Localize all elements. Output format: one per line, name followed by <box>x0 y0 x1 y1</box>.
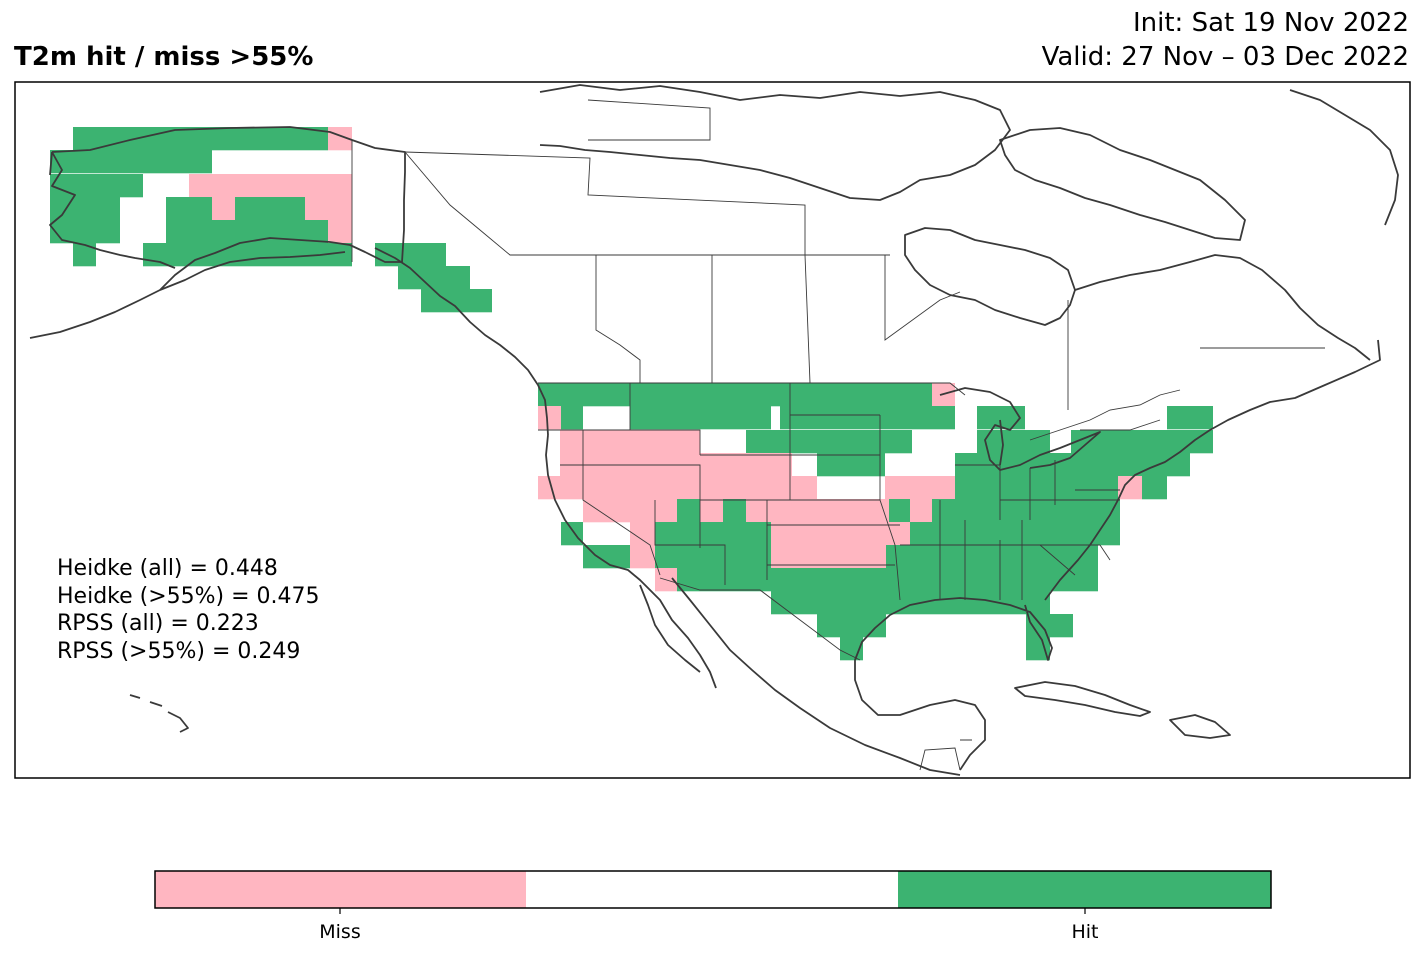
hit-cell <box>955 476 1118 500</box>
hispaniola <box>1169 714 1231 739</box>
skill-scores: Heidke (all) = 0.448 Heidke (>55%) = 0.4… <box>57 555 320 665</box>
miss-cell <box>700 453 792 477</box>
hit-cell <box>1142 476 1167 500</box>
gulf-coast <box>854 597 1053 771</box>
west-coast <box>545 434 717 689</box>
mexico-west-coast <box>671 577 961 776</box>
hit-cell <box>538 383 932 407</box>
alaska-coast <box>29 126 406 339</box>
cuba <box>1014 681 1151 717</box>
hit-cell <box>886 545 1098 569</box>
colorbar-hit-label: Hit <box>1071 921 1099 943</box>
pacific-northwest-coast <box>374 247 549 436</box>
baffin-island <box>999 127 1246 241</box>
hit-cell <box>677 499 700 523</box>
east-coast <box>1044 339 1381 601</box>
hit-cell <box>932 499 1120 523</box>
hit-cell <box>889 499 910 523</box>
greenland-coast <box>1289 89 1399 226</box>
hit-cell <box>655 522 771 546</box>
labrador-coast <box>1074 254 1371 361</box>
heidke-all: Heidke (all) = 0.448 <box>57 556 278 581</box>
miss-cell <box>932 476 955 500</box>
hit-cell <box>655 545 771 569</box>
rpss-all: RPSS (all) = 0.223 <box>57 611 259 636</box>
hawaii <box>129 694 189 733</box>
miss-cell <box>583 430 700 454</box>
hit-cell <box>50 197 120 221</box>
hit-cell <box>50 174 143 198</box>
map-title: T2m hit / miss >55% <box>14 42 314 72</box>
hit-cell <box>73 243 96 267</box>
miss-cell <box>583 499 677 523</box>
miss-cell <box>771 522 910 546</box>
map-frame <box>14 81 1411 779</box>
colorbar-hit-segment <box>898 871 1271 908</box>
hit-cell <box>398 266 470 290</box>
hit-cell <box>677 568 771 592</box>
miss-cell <box>305 197 352 221</box>
hit-cell <box>561 522 583 546</box>
miss-cell <box>746 499 889 523</box>
valid-period-label: Valid: 27 Nov – 03 Dec 2022 <box>1041 42 1409 72</box>
hudson-bay <box>904 227 1076 326</box>
miss-cell <box>538 406 561 430</box>
colorbar-neutral-segment <box>526 871 898 908</box>
miss-cell <box>885 476 932 500</box>
init-date-label: Init: Sat 19 Nov 2022 <box>1132 8 1409 38</box>
miss-cell <box>1118 476 1142 500</box>
miss-cell <box>212 197 235 221</box>
hit-cell <box>780 406 955 430</box>
heidke-55: Heidke (>55%) = 0.475 <box>57 583 320 609</box>
hit-cell <box>1026 614 1073 638</box>
political-borders <box>351 99 1325 771</box>
miss-cell <box>189 174 352 198</box>
arctic-coast <box>539 84 1011 201</box>
colorbar-frame <box>154 870 1272 909</box>
hit-cell <box>955 453 1190 477</box>
hit-cell <box>166 197 212 221</box>
miss-cell <box>630 545 655 569</box>
hit-cell <box>977 430 1050 454</box>
hit-cell <box>50 150 212 174</box>
colorbar-miss-segment <box>155 871 526 908</box>
hit-cell <box>375 243 446 267</box>
hit-cell <box>771 568 1098 592</box>
hit-cell <box>910 522 1120 546</box>
miss-cell <box>910 499 932 523</box>
hit-cell <box>561 406 583 430</box>
hit-cell <box>235 197 305 221</box>
hit-cell <box>1167 406 1213 430</box>
colorbar <box>154 870 1272 914</box>
hit-cell <box>817 614 886 638</box>
rpss-55: RPSS (>55%) = 0.249 <box>57 638 301 664</box>
hit-cell <box>817 453 885 477</box>
coastlines <box>29 84 1399 776</box>
hit-cell <box>583 545 630 569</box>
hit-cell <box>723 499 746 523</box>
hit-cell <box>73 127 328 151</box>
hit-cell <box>1071 430 1213 454</box>
hit-cell <box>630 406 771 430</box>
hit-cell <box>50 220 120 244</box>
hit-cell <box>166 220 328 244</box>
hit-cell <box>771 591 1050 615</box>
miss-cell <box>630 522 655 546</box>
miss-cell <box>560 430 583 454</box>
miss-cell <box>328 220 352 244</box>
hit-cell <box>977 406 1025 430</box>
hit-cell <box>1026 637 1050 661</box>
miss-cell <box>771 545 886 569</box>
hit-cell <box>746 430 912 454</box>
miss-cell <box>700 499 723 523</box>
colorbar-miss-label: Miss <box>319 921 361 943</box>
miss-cell <box>538 476 817 500</box>
